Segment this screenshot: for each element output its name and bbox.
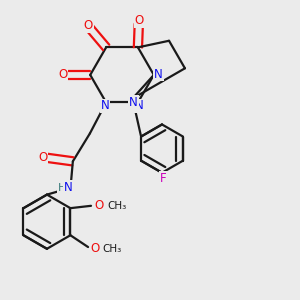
Text: O: O	[58, 68, 68, 81]
Text: N: N	[100, 100, 109, 112]
Text: F: F	[160, 172, 167, 184]
Text: CH₃: CH₃	[103, 244, 122, 254]
Text: O: O	[84, 19, 93, 32]
Text: O: O	[91, 242, 100, 255]
Text: N: N	[154, 68, 163, 80]
Text: N: N	[64, 181, 73, 194]
Text: O: O	[94, 199, 104, 212]
Text: H: H	[58, 183, 66, 193]
Text: CH₃: CH₃	[107, 201, 127, 211]
Text: O: O	[135, 14, 144, 27]
Text: N: N	[135, 100, 143, 112]
Text: N: N	[129, 96, 138, 109]
Text: O: O	[38, 151, 47, 164]
